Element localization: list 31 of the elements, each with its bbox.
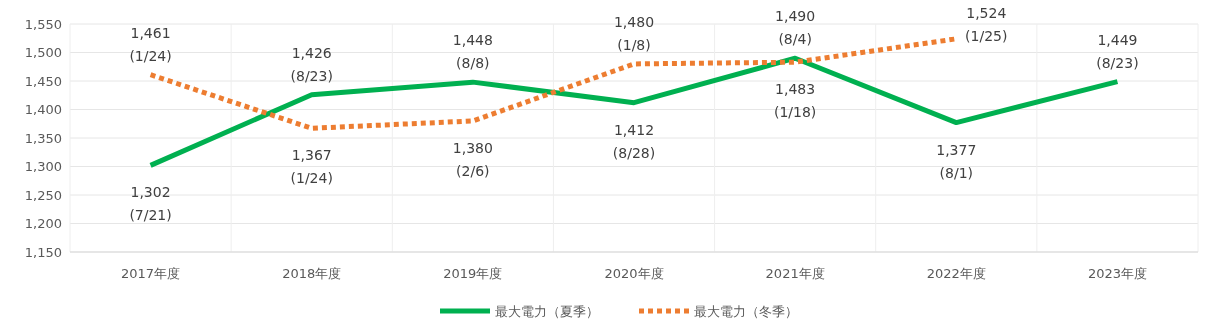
y-tick-label: 1,250 (24, 187, 62, 203)
data-label: 1,490 (8/4) (775, 8, 816, 48)
y-tick-label: 1,200 (24, 216, 62, 231)
x-tick-label: 2020年度 (604, 266, 664, 281)
y-tick-label: 1,150 (24, 244, 62, 260)
x-tick-label: 2022年度 (926, 266, 986, 281)
data-label: 1,480 (1/8) (613, 13, 655, 53)
data-label: 1,367 (1/24) (290, 147, 333, 187)
data-label: 1,412 (8/28) (612, 121, 656, 161)
legend-label: 最大電力（夏季） (495, 304, 599, 319)
y-tick-label: 1,400 (24, 102, 62, 117)
x-tick-label: 2017年度 (121, 266, 181, 281)
x-tick-label: 2023年度 (1087, 266, 1147, 281)
data-label: 1,524 (1/25) (965, 5, 1008, 44)
data-label: 1,448 (8/8) (452, 32, 493, 72)
legend-label: 最大電力（冬季） (694, 304, 798, 319)
y-tick-label: 1,300 (24, 159, 62, 174)
y-tick-label: 1,500 (24, 45, 62, 60)
data-label: 1,426 (8/23) (290, 44, 333, 84)
data-label: 1,449 (8/23) (1096, 31, 1139, 71)
x-tick-label: 2021年度 (765, 266, 825, 281)
data-label: 1,483 (1/18) (773, 81, 817, 121)
data-label: 1,377 (8/1) (936, 141, 977, 181)
data-label: 1,461 (1/24) (129, 24, 172, 64)
y-tick-label: 1,450 (24, 73, 62, 89)
x-tick-label: 2019年度 (443, 266, 503, 281)
y-tick-label: 1,350 (24, 130, 62, 146)
data-label: 1,380 (2/6) (452, 139, 493, 179)
y-tick-label: 1,550 (24, 16, 62, 32)
x-tick-label: 2018年度 (282, 266, 342, 281)
data-label: 1,302 (7/21) (129, 184, 172, 224)
